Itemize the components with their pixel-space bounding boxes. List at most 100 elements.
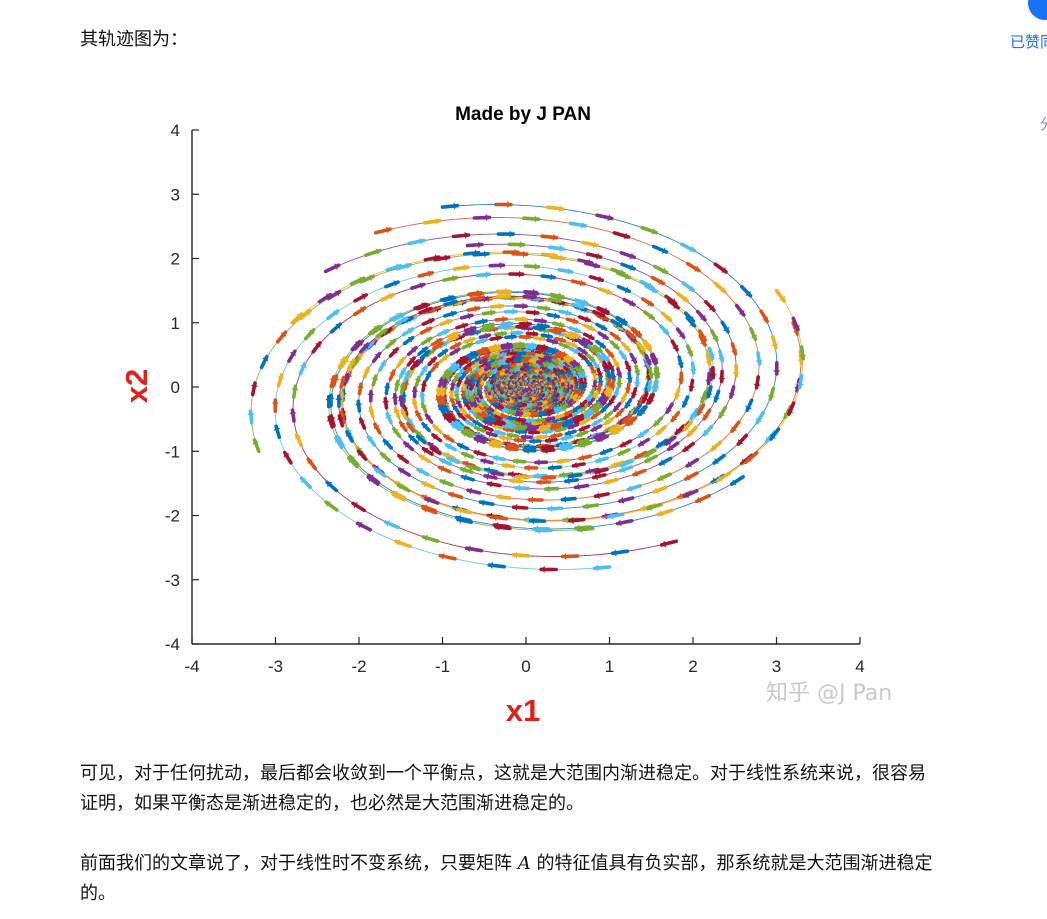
arrow-head	[514, 457, 519, 465]
arrow-head	[430, 358, 436, 364]
like-avatar-button[interactable]	[1028, 0, 1047, 20]
arrow-head	[633, 470, 639, 477]
arrow-head	[573, 347, 578, 355]
arrow-head	[645, 343, 652, 349]
arrow-head	[415, 411, 422, 417]
arrow-head	[620, 353, 627, 359]
arrow-head	[470, 325, 475, 333]
arrow-head	[443, 328, 448, 336]
arrow-head	[581, 221, 586, 229]
share-button[interactable]: 分享	[1040, 113, 1047, 134]
arrow-head	[645, 456, 651, 463]
arrow-head	[578, 438, 583, 445]
arrow-head	[427, 270, 433, 278]
arrow-head	[540, 423, 545, 431]
arrow-head	[339, 377, 347, 382]
arrow-head	[403, 372, 411, 377]
arrow-head	[469, 464, 474, 472]
arrow-head	[507, 414, 512, 422]
x-tick-label: 0	[521, 657, 530, 676]
arrow-head	[514, 409, 519, 417]
arrow-head	[420, 382, 428, 387]
arrow-head	[481, 318, 487, 326]
arrow-head	[629, 299, 634, 307]
arrow-head	[688, 385, 696, 390]
arrow-head	[374, 353, 381, 359]
x-tick-label: 4	[855, 657, 864, 676]
arrow-head	[592, 241, 598, 249]
arrow-head	[534, 472, 539, 480]
arrow-head	[624, 387, 632, 392]
arrow-head	[481, 337, 486, 345]
arrow-head	[666, 407, 673, 413]
arrow-head	[684, 491, 690, 499]
arrow-head	[481, 346, 486, 354]
arrow-head	[425, 306, 431, 314]
arrow-head	[496, 418, 501, 426]
arrow-head	[625, 401, 632, 407]
arrow-head	[607, 214, 612, 222]
arrow-head	[407, 327, 413, 334]
liked-button[interactable]: 已赞同	[1010, 33, 1047, 51]
arrow-head	[522, 302, 527, 310]
arrow-head	[466, 342, 472, 349]
arrow-head	[626, 377, 634, 382]
arrow-head	[493, 513, 497, 522]
arrow-head	[367, 391, 375, 396]
arrow-head	[383, 384, 391, 389]
arrow-head	[375, 248, 380, 256]
arrow-head	[731, 426, 738, 432]
arrow-head	[569, 332, 574, 340]
arrow-head	[421, 302, 426, 309]
arrow-head	[647, 504, 653, 511]
arrow-head	[629, 332, 635, 338]
arrow-head	[448, 413, 454, 419]
arrow-head	[516, 473, 521, 481]
arrow-head	[613, 391, 621, 396]
arrow-head	[620, 466, 626, 473]
arrow-head	[593, 404, 599, 410]
arrow-head	[636, 452, 641, 459]
arrow-head	[686, 350, 694, 355]
arrow-head	[412, 361, 418, 367]
arrow-head	[624, 286, 630, 294]
arrow-head	[484, 353, 489, 361]
arrow-head	[423, 534, 428, 542]
arrow-head	[307, 459, 314, 465]
arrow-head	[449, 381, 457, 386]
arrow-head	[527, 324, 532, 332]
arrow-head	[478, 241, 482, 249]
arrow-head	[466, 367, 472, 373]
arrow-head	[783, 412, 790, 418]
arrow-head	[553, 312, 559, 320]
arrow-head	[502, 351, 507, 359]
arrow-head	[391, 394, 399, 399]
arrow-head	[399, 468, 405, 475]
arrow-head	[591, 377, 599, 382]
arrow-head	[605, 478, 610, 486]
arrow-head	[529, 410, 534, 418]
arrow-head	[677, 378, 685, 383]
arrow-head	[564, 516, 568, 524]
arrow-head	[361, 293, 367, 300]
arrow-head	[610, 425, 616, 432]
arrow-head	[375, 468, 381, 475]
arrow-head	[458, 368, 465, 374]
arrow-head	[558, 457, 563, 465]
arrow-head	[445, 318, 451, 326]
arrow-head	[573, 461, 578, 469]
arrow-head	[645, 358, 652, 364]
arrow-head	[539, 335, 544, 343]
arrow-head	[651, 357, 659, 363]
x-tick-label: -4	[184, 657, 199, 676]
arrow-head	[433, 434, 439, 440]
arrow-head	[580, 354, 586, 360]
arrow-head	[528, 423, 533, 431]
arrow-head	[794, 386, 802, 391]
arrow-head	[596, 380, 604, 385]
arrow-head	[787, 409, 794, 414]
arrow-head	[567, 267, 572, 275]
arrow-head	[379, 361, 386, 367]
arrow-head	[500, 434, 505, 442]
arrow-head	[439, 395, 447, 400]
